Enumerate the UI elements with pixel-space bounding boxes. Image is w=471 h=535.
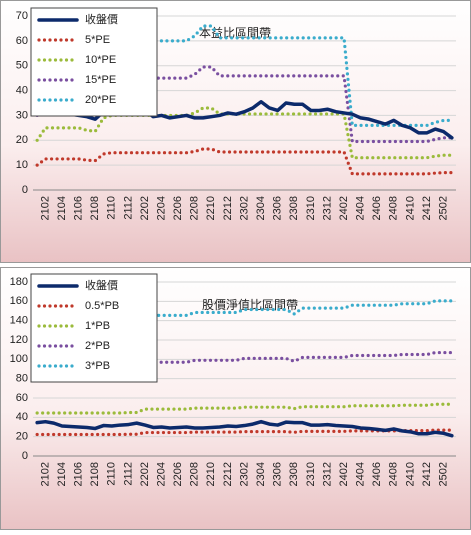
series-line — [35, 402, 454, 415]
x-tick-label: 2402 — [338, 196, 350, 220]
x-tick-label: 2110 — [106, 196, 118, 220]
legend-label: 1*PB — [85, 320, 110, 332]
x-tick-label: 2212 — [222, 196, 234, 220]
legend-label: 20*PE — [85, 94, 116, 106]
series-line — [35, 106, 454, 160]
x-tick-label: 2404 — [355, 462, 367, 486]
legend-label: 0.5*PB — [85, 300, 119, 312]
x-tick-label: 2306 — [272, 462, 284, 486]
x-tick-label: 2206 — [172, 462, 184, 486]
x-tick-label: 2112 — [122, 462, 134, 486]
y-tick-label: 20 — [16, 134, 28, 146]
x-tick-label: 2410 — [404, 462, 416, 486]
x-tick-label: 2204 — [155, 196, 167, 220]
y-tick-label: 20 — [16, 431, 28, 443]
x-tick-label: 2312 — [321, 196, 333, 220]
x-tick-label: 2408 — [388, 462, 400, 486]
y-tick-label: 0 — [22, 450, 28, 462]
legend-label: 15*PE — [85, 74, 116, 86]
y-tick-label: 100 — [10, 353, 28, 365]
x-tick-label: 2302 — [238, 462, 250, 486]
x-tick-label: 2104 — [56, 196, 68, 220]
x-tick-label: 2404 — [355, 196, 367, 220]
y-tick-label: 70 — [16, 10, 28, 22]
series-line — [35, 419, 454, 438]
x-tick-label: 2208 — [189, 462, 201, 486]
x-tick-label: 2204 — [155, 462, 167, 486]
x-tick-label: 2410 — [404, 196, 416, 220]
x-tick-label: 2202 — [139, 196, 151, 220]
series-line — [35, 350, 454, 372]
y-tick-label: 30 — [16, 109, 28, 121]
x-tick-label: 2102 — [39, 462, 51, 486]
y-tick-label: 60 — [16, 392, 28, 404]
y-tick-label: 140 — [10, 315, 28, 327]
x-tick-label: 2102 — [39, 196, 51, 220]
x-tick-label: 2502 — [437, 196, 449, 220]
legend-label: 收盤價 — [85, 278, 118, 292]
y-tick-label: 60 — [16, 35, 28, 47]
y-tick-label: 40 — [16, 411, 28, 423]
x-tick-label: 2406 — [371, 462, 383, 486]
y-tick-label: 80 — [16, 373, 28, 385]
y-tick-label: 120 — [10, 334, 28, 346]
legend-label: 10*PE — [85, 54, 116, 66]
x-tick-label: 2202 — [139, 462, 151, 486]
legend-label: 收盤價 — [85, 12, 118, 26]
x-tick-label: 2310 — [305, 196, 317, 220]
x-tick-label: 2412 — [421, 462, 433, 486]
x-tick-label: 2110 — [106, 462, 118, 486]
x-tick-label: 2108 — [89, 196, 101, 220]
x-tick-label: 2310 — [305, 462, 317, 486]
x-tick-label: 2412 — [421, 196, 433, 220]
x-tick-label: 2212 — [222, 462, 234, 486]
legend-label: 2*PB — [85, 340, 110, 352]
x-tick-label: 2210 — [205, 462, 217, 486]
x-tick-label: 2502 — [437, 462, 449, 486]
x-tick-label: 2208 — [189, 196, 201, 220]
x-tick-label: 2210 — [205, 196, 217, 220]
y-tick-label: 10 — [16, 159, 28, 171]
y-tick-label: 160 — [10, 295, 28, 307]
series-line — [35, 65, 454, 144]
y-tick-label: 0 — [22, 184, 28, 196]
x-tick-label: 2206 — [172, 196, 184, 220]
x-tick-label: 2104 — [56, 462, 68, 486]
x-tick-label: 2406 — [371, 196, 383, 220]
y-tick-label: 180 — [10, 276, 28, 288]
x-tick-label: 2308 — [288, 462, 300, 486]
x-tick-label: 2308 — [288, 196, 300, 220]
x-tick-label: 2106 — [73, 196, 85, 220]
legend-box — [30, 273, 158, 383]
x-tick-label: 2304 — [255, 196, 267, 220]
y-tick-label: 40 — [16, 84, 28, 96]
x-tick-label: 2112 — [122, 196, 134, 220]
legend-label: 3*PB — [85, 360, 110, 372]
series-line — [35, 147, 454, 176]
legend-label: 5*PE — [85, 34, 110, 46]
x-tick-label: 2312 — [321, 462, 333, 486]
y-tick-label: 50 — [16, 60, 28, 72]
series-line — [35, 299, 454, 329]
x-tick-label: 2302 — [238, 196, 250, 220]
legend-box — [30, 7, 158, 117]
x-tick-label: 2106 — [73, 462, 85, 486]
x-tick-label: 2408 — [388, 196, 400, 220]
x-tick-label: 2108 — [89, 462, 101, 486]
x-tick-label: 2402 — [338, 462, 350, 486]
x-tick-label: 2306 — [272, 196, 284, 220]
x-tick-label: 2304 — [255, 462, 267, 486]
